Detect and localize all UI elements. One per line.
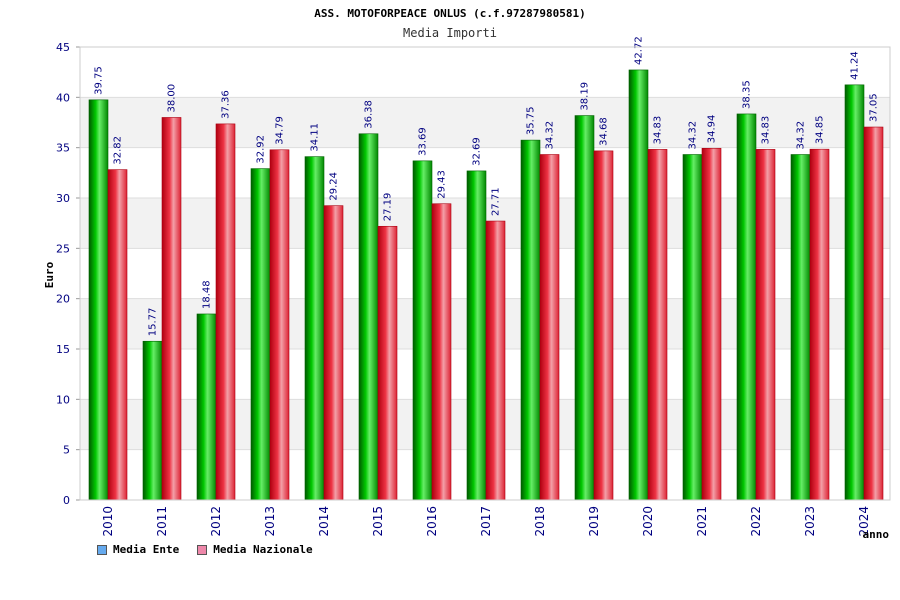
value-label-nazionale: 37.05	[869, 93, 880, 122]
x-tick-label: 2012	[209, 506, 223, 537]
x-tick-label: 2017	[479, 506, 493, 537]
bar-nazionale	[647, 149, 668, 501]
x-tick-label: 2019	[587, 506, 601, 537]
bar-ente	[790, 154, 811, 501]
bar-nazionale	[485, 220, 506, 501]
bar-nazionale	[809, 148, 830, 501]
value-label-nazionale: 34.94	[707, 115, 718, 144]
value-label-nazionale: 34.68	[599, 117, 610, 146]
bar-nazionale	[755, 149, 776, 501]
value-label-nazionale: 37.36	[221, 90, 232, 119]
value-label-ente: 34.32	[796, 121, 807, 150]
x-tick-label: 2014	[317, 506, 331, 537]
bar-ente	[358, 133, 379, 501]
legend-item-ente: Media Ente	[97, 543, 179, 556]
value-label-nazionale: 38.00	[167, 84, 178, 113]
value-label-nazionale: 29.24	[329, 172, 340, 201]
value-label-ente: 32.69	[472, 137, 483, 166]
y-tick-label: 25	[56, 242, 70, 255]
bar-nazionale	[161, 117, 182, 501]
value-label-ente: 41.24	[850, 51, 861, 80]
value-label-nazionale: 29.43	[437, 170, 448, 199]
x-tick-label: 2020	[641, 506, 655, 537]
bar-nazionale	[593, 150, 614, 501]
value-label-ente: 38.19	[580, 82, 591, 111]
bar-ente	[196, 313, 217, 501]
value-label-ente: 32.92	[256, 135, 267, 164]
value-label-ente: 42.72	[634, 36, 645, 65]
bar-nazionale	[215, 123, 236, 501]
chart-subtitle: Media Importi	[403, 26, 497, 40]
plot-frame	[79, 46, 891, 501]
value-label-ente: 15.77	[148, 308, 159, 337]
bar-ente	[844, 84, 865, 501]
value-label-nazionale: 34.83	[653, 116, 664, 145]
bar-nazionale	[377, 225, 398, 501]
legend-label-ente: Media Ente	[113, 543, 180, 556]
x-tick-label: 2016	[425, 506, 439, 537]
y-tick-label: 15	[56, 343, 70, 356]
value-label-nazionale: 27.19	[383, 193, 394, 222]
x-tick-label: 2010	[101, 506, 115, 537]
bar-nazionale	[701, 147, 722, 501]
bar-ente	[304, 156, 325, 501]
legend-item-nazionale: Media Nazionale	[197, 543, 313, 556]
bar-ente	[520, 139, 541, 501]
bar-nazionale	[269, 149, 290, 501]
chart-title: ASS. MOTOFORPEACE ONLUS (c.f.97287980581…	[314, 7, 586, 20]
y-tick-label: 10	[56, 393, 70, 406]
legend-swatch-ente	[97, 544, 107, 555]
y-tick-label: 30	[56, 192, 70, 205]
value-label-ente: 18.48	[202, 280, 213, 309]
y-tick-label: 40	[56, 91, 70, 104]
x-tick-label: 2023	[803, 506, 817, 537]
legend-swatch-nazionale	[197, 544, 208, 555]
x-tick-label: 2011	[155, 506, 169, 537]
y-tick-label: 0	[63, 494, 70, 507]
value-label-nazionale: 34.83	[761, 116, 772, 145]
bar-ente	[682, 154, 703, 501]
x-tick-label: 2018	[533, 506, 547, 537]
x-tick-label: 2013	[263, 506, 277, 537]
value-label-nazionale: 34.32	[545, 121, 556, 150]
value-label-ente: 36.38	[364, 100, 375, 129]
bar-ente	[412, 160, 433, 501]
bar-nazionale	[323, 205, 344, 501]
bar-ente	[142, 340, 163, 501]
x-tick-label: 2021	[695, 506, 709, 537]
value-label-ente: 35.75	[526, 106, 537, 135]
value-label-nazionale: 32.82	[113, 136, 124, 165]
x-axis-label: anno	[863, 528, 890, 541]
bar-ente	[628, 69, 649, 501]
x-tick-label: 2022	[749, 506, 763, 537]
value-label-nazionale: 34.79	[275, 116, 286, 145]
y-tick-label: 5	[63, 444, 70, 457]
value-label-ente: 33.69	[418, 127, 429, 156]
bar-nazionale	[431, 203, 452, 501]
x-tick-label: 2024	[857, 506, 871, 537]
bar-ente	[574, 115, 595, 501]
y-tick-label: 45	[56, 41, 70, 54]
value-label-nazionale: 34.85	[815, 116, 826, 145]
y-tick-label: 35	[56, 142, 70, 155]
legend-label-nazionale: Media Nazionale	[213, 543, 313, 556]
legend: Media Ente Media Nazionale	[97, 543, 313, 556]
bar-nazionale	[539, 154, 560, 501]
x-tick-label: 2015	[371, 506, 385, 537]
bar-ente	[88, 99, 109, 501]
value-label-ente: 34.32	[688, 121, 699, 150]
value-label-ente: 34.11	[310, 123, 321, 152]
bar-ente	[736, 113, 757, 501]
value-label-nazionale: 27.71	[491, 187, 502, 216]
bar-nazionale	[863, 126, 884, 501]
bar-ente	[466, 170, 487, 501]
value-label-ente: 39.75	[94, 66, 105, 95]
value-label-ente: 38.35	[742, 80, 753, 109]
y-tick-label: 20	[56, 293, 70, 306]
y-axis-label: Euro	[43, 261, 56, 288]
bar-nazionale	[107, 169, 128, 501]
bar-ente	[250, 168, 271, 501]
